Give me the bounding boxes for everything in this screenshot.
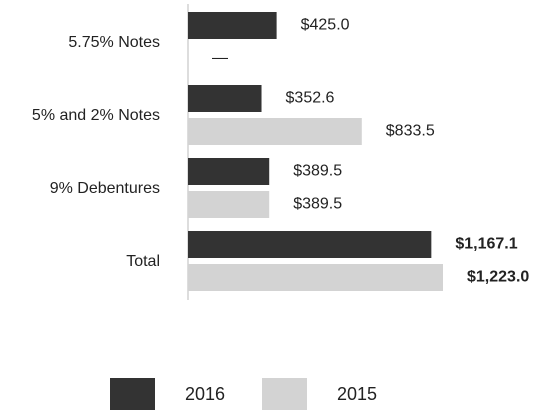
value-label: $833.5 [386,123,435,140]
value-label: $1,167.1 [455,236,517,253]
legend-text: 2016 [185,384,225,404]
value-label: — [212,50,228,67]
legend-swatch [110,378,155,410]
value-label: $389.5 [293,196,342,213]
category-label: 9% Debentures [50,180,160,197]
bar [188,264,443,291]
bar [188,85,262,112]
legend-text: 2015 [337,384,377,404]
category-label: 5.75% Notes [68,34,160,51]
category-label: 5% and 2% Notes [32,107,160,124]
category-label: Total [126,253,160,270]
bar [188,191,270,218]
bar [188,158,270,185]
value-label: $1,223.0 [467,269,529,286]
value-label: $352.6 [286,90,335,107]
bar [188,12,277,39]
value-label: $425.0 [301,17,350,34]
legend-swatch [262,378,307,410]
bar [188,118,362,145]
bar [188,231,432,258]
value-label: $389.5 [293,163,342,180]
